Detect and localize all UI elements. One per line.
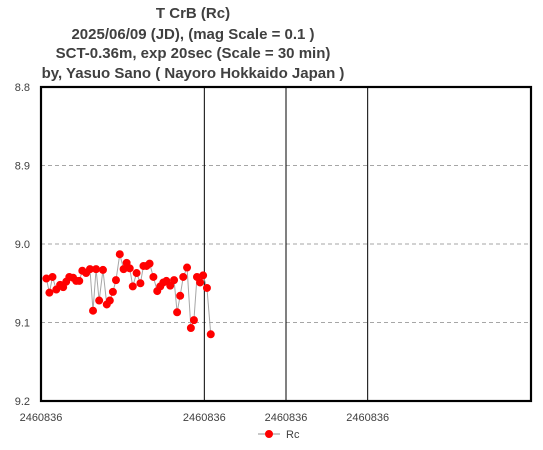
data-point [125,264,134,273]
y-tick-label: 9.1 [15,318,30,330]
data-point [206,330,215,339]
data-point [189,316,198,325]
data-point [95,296,104,305]
data-point [111,276,120,285]
data-point [105,296,114,305]
chart-title-line-3: SCT-0.36m, exp 20sec (Scale = 30 min) [56,45,331,62]
data-point [149,272,158,281]
data-point [173,308,182,317]
x-tick-label: 2460836 [346,412,389,424]
data-point [115,250,124,259]
x-axis-tick-labels: 2460836 2460836 2460836 2460836 [20,412,389,424]
series-rc [42,250,215,339]
y-tick-label: 9.2 [15,396,30,408]
data-point [166,281,175,290]
legend: Rc [258,429,300,441]
y-tick-label: 8.8 [15,82,30,94]
data-point [170,276,179,285]
x-tick-label: 2460836 [20,412,63,424]
data-point [186,323,195,332]
y-tick-label: 9.0 [15,239,30,251]
legend-label-rc: Rc [286,429,300,441]
data-point [196,278,205,287]
data-point [89,306,98,315]
data-point [75,276,84,285]
chart-title-line-2: 2025/06/09 (JD), (mag Scale = 0.1 ) [71,26,314,43]
gridlines [41,87,531,401]
data-point [45,288,54,297]
y-tick-label: 8.9 [15,161,30,173]
data-point [108,287,117,296]
plot-area-border [39,85,533,403]
data-point [176,291,185,300]
data-point [92,265,101,274]
data-point [179,272,188,281]
data-point [48,272,57,281]
data-point [145,259,154,268]
data-point [202,283,211,292]
data-point [132,269,141,278]
data-point [128,282,137,291]
data-point [136,279,145,288]
data-point [98,265,107,274]
data-point [183,263,192,272]
chart-title-line-1: T CrB (Rc) [156,5,230,22]
chart-title-line-4: by, Yasuo Sano ( Nayoro Hokkaido Japan ) [42,65,345,82]
x-tick-label: 2460836 [183,412,226,424]
y-axis-tick-labels: 8.8 8.9 9.0 9.1 9.2 [15,82,30,408]
data-point [199,271,208,280]
x-tick-label: 2460836 [265,412,308,424]
legend-marker-swatch [265,430,273,438]
